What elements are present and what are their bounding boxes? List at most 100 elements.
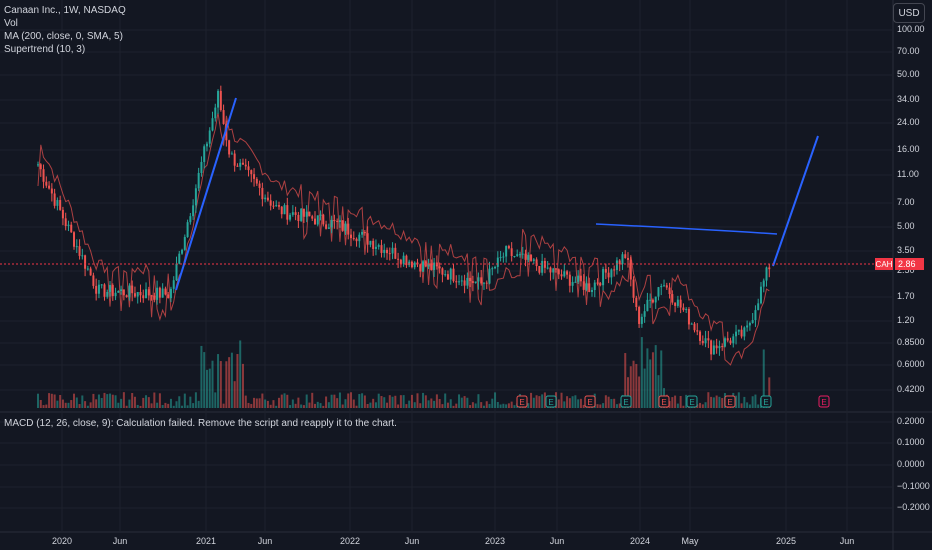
volume-bar: [203, 352, 206, 408]
candle: [405, 255, 408, 266]
volume-bar: [156, 402, 159, 408]
candle: [294, 212, 297, 215]
legend-supertrend[interactable]: Supertrend (10, 3): [4, 44, 86, 55]
candle: [261, 187, 264, 200]
candle: [186, 222, 189, 238]
price-tick-label: 24.00: [897, 117, 920, 127]
candle: [327, 227, 330, 229]
volume-bar: [480, 402, 483, 408]
volume-bar: [466, 397, 469, 408]
candle: [455, 281, 458, 283]
volume-bar: [120, 398, 123, 408]
candle: [651, 299, 654, 303]
volume-bar: [435, 394, 438, 408]
candle: [230, 153, 233, 155]
candle: [377, 245, 380, 247]
volume-bar: [92, 393, 95, 408]
candle: [430, 263, 433, 271]
last-price-label: 2.86: [895, 258, 924, 270]
candle: [624, 254, 627, 258]
volume-bar: [330, 394, 333, 408]
candle: [524, 253, 527, 260]
candle: [283, 205, 286, 215]
volume-bar: [566, 396, 569, 408]
candle: [516, 254, 519, 256]
candle: [568, 274, 571, 286]
volume-bar: [532, 397, 535, 408]
time-tick-label: Jun: [839, 536, 855, 546]
candle: [402, 255, 405, 264]
candle: [629, 259, 632, 280]
earnings-label: E: [587, 398, 592, 407]
volume-bar: [488, 403, 491, 408]
candle: [665, 285, 668, 288]
candle: [627, 257, 630, 260]
candle: [366, 233, 369, 245]
volume-bar: [61, 399, 64, 408]
candle: [408, 261, 411, 266]
volume-bar: [369, 402, 372, 408]
volume-bar: [474, 403, 477, 408]
candle: [596, 282, 599, 284]
time-tick-label: 2021: [195, 536, 217, 546]
volume-bar: [150, 403, 153, 408]
price-tick-label: 70.00: [897, 46, 920, 56]
candle: [446, 274, 449, 280]
volume-bar: [222, 403, 225, 408]
candle: [125, 295, 128, 298]
candle: [64, 218, 67, 227]
volume-bar: [291, 399, 294, 408]
currency-button[interactable]: USD: [893, 3, 925, 23]
volume-bar: [604, 395, 607, 408]
volume-bar: [557, 399, 560, 408]
candle: [660, 286, 663, 288]
candle: [671, 294, 674, 303]
macd-status[interactable]: MACD (12, 26, close, 9): Calculation fai…: [4, 418, 397, 429]
price-tick-label: 16.00: [897, 144, 920, 154]
volume-bar: [402, 395, 405, 408]
price-tick-label: 1.70: [897, 291, 915, 301]
volume-bar: [48, 393, 51, 408]
candle: [352, 238, 355, 240]
volume-bar: [264, 399, 267, 408]
legend-symbol[interactable]: Canaan Inc., 1W, NASDAQ: [4, 5, 126, 16]
candle: [416, 262, 419, 265]
time-tick-label: May: [681, 536, 699, 546]
time-tick-label: 2020: [51, 536, 73, 546]
candle: [579, 275, 582, 282]
candle: [228, 140, 231, 155]
legend-ma[interactable]: MA (200, close, 0, SMA, 5): [4, 31, 123, 42]
volume-bar: [225, 361, 228, 408]
candle: [649, 299, 652, 301]
candle: [638, 307, 641, 324]
volume-bar: [73, 393, 76, 408]
candle: [192, 205, 195, 217]
candle: [762, 280, 765, 287]
candle: [438, 266, 441, 269]
candle: [175, 263, 178, 281]
volume-bar: [128, 399, 131, 408]
candle: [552, 268, 555, 273]
volume-bar: [386, 402, 389, 408]
volume-bar: [543, 392, 546, 408]
macd-tick-label: 0.2000: [897, 416, 925, 426]
candle: [499, 257, 502, 259]
candle: [482, 282, 485, 284]
candle: [311, 216, 314, 219]
candle: [70, 224, 73, 233]
volume-bar: [649, 359, 652, 408]
candle: [685, 309, 688, 311]
volume-bar: [358, 394, 361, 408]
price-tick-label: 0.4200: [897, 384, 925, 394]
candle: [189, 216, 192, 223]
legend-volume[interactable]: Vol: [4, 18, 18, 29]
volume-bar: [651, 352, 654, 408]
volume-bar: [266, 400, 269, 408]
candle: [122, 289, 125, 296]
candle: [410, 261, 413, 268]
candle: [588, 283, 591, 292]
volume-bar: [643, 368, 646, 408]
volume-bar: [640, 337, 643, 408]
candle: [729, 340, 732, 344]
